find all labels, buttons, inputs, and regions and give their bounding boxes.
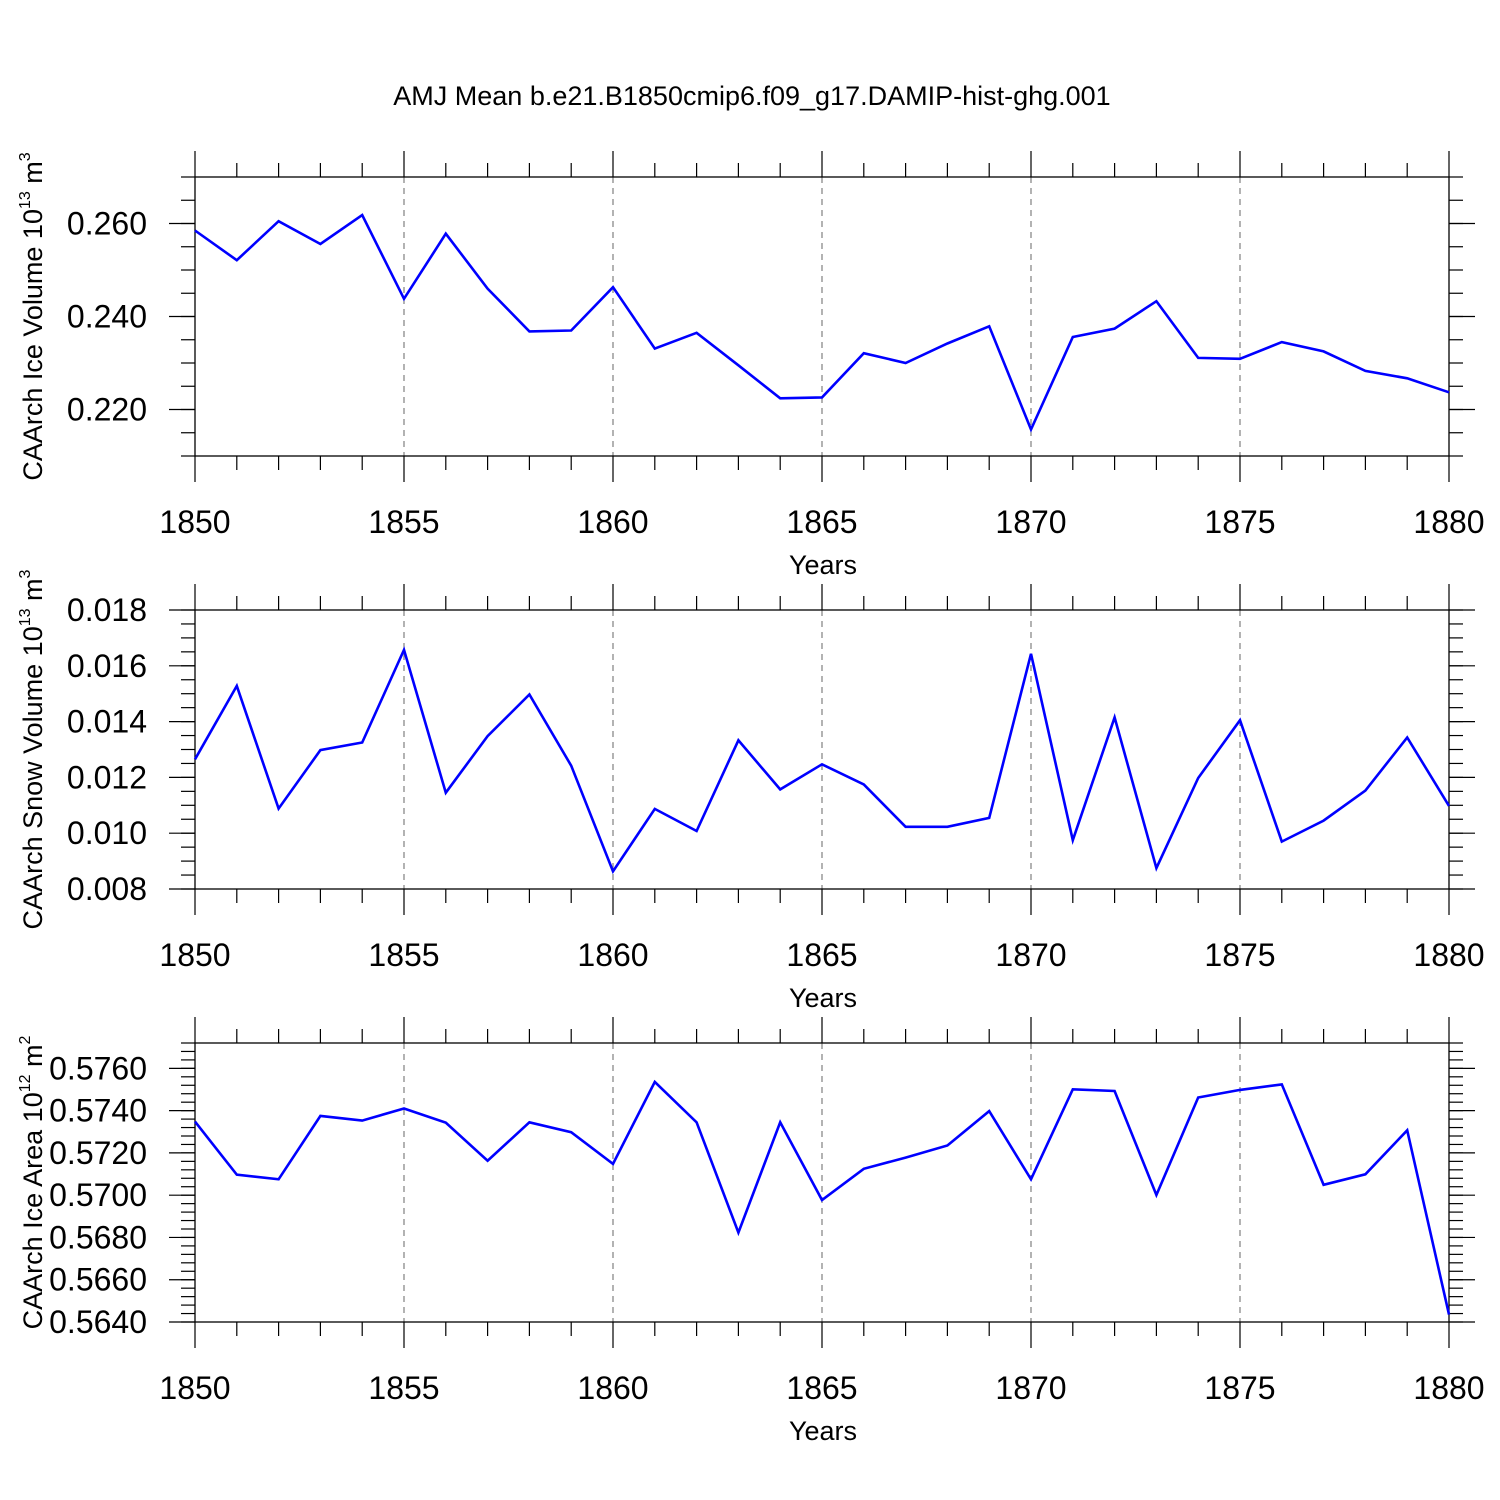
x-tick-label: 1860	[577, 504, 648, 540]
x-tick-label: 1855	[368, 937, 439, 973]
y-tick-label: 0.016	[67, 648, 147, 684]
y-tick-label: 0.008	[67, 871, 147, 907]
series-line	[193, 1079, 1451, 1315]
y-tick-label: 0.014	[67, 704, 147, 740]
y-tick-label: 0.012	[67, 759, 147, 795]
x-tick-label: 1875	[1204, 1370, 1275, 1406]
x-tick-label: 1880	[1413, 1370, 1484, 1406]
y-tick-label: 0.010	[67, 815, 147, 851]
x-tick-label: 1850	[159, 504, 230, 540]
x-tick-label: 1855	[368, 504, 439, 540]
x-tick-label: 1870	[995, 1370, 1066, 1406]
y-tick-label: 0.240	[67, 299, 147, 335]
x-tick-label: 1850	[159, 1370, 230, 1406]
y-tick-label: 0.5640	[49, 1304, 147, 1340]
x-tick-label: 1860	[577, 937, 648, 973]
x-tick-label: 1855	[368, 1370, 439, 1406]
y-axis-label: CAArch Snow Volume 1013 m3	[17, 569, 48, 929]
y-tick-label: 0.220	[67, 392, 147, 428]
y-tick-label: 0.5740	[49, 1093, 147, 1129]
y-tick-label: 0.5680	[49, 1219, 147, 1255]
x-tick-label: 1880	[1413, 937, 1484, 973]
y-tick-label: 0.5760	[49, 1050, 147, 1086]
series-line	[193, 646, 1451, 875]
y-tick-label: 0.018	[67, 592, 147, 628]
y-tick-label: 0.5660	[49, 1262, 147, 1298]
x-tick-label: 1865	[786, 937, 857, 973]
x-tick-label: 1850	[159, 937, 230, 973]
y-tick-label: 0.5720	[49, 1135, 147, 1171]
x-axis-label: Years	[789, 550, 857, 580]
x-tick-label: 1865	[786, 504, 857, 540]
x-tick-label: 1875	[1204, 504, 1275, 540]
x-tick-label: 1880	[1413, 504, 1484, 540]
y-axis-label: CAArch Ice Area 1012 m2	[17, 1035, 48, 1329]
panel-ice-area: 1850 1855 1860 1865 1870 1875 1880 0.5640 0.5660…	[17, 1017, 1485, 1446]
panel-ice-volume: 1850 1855 1860 1865 1870 1875 1880 0.220 0.240 0.…	[17, 151, 1485, 580]
x-tick-label: 1875	[1204, 937, 1275, 973]
x-tick-label: 1870	[995, 937, 1066, 973]
y-tick-label: 0.5700	[49, 1177, 147, 1213]
y-tick-label: 0.260	[67, 206, 147, 242]
x-tick-label: 1870	[995, 504, 1066, 540]
panel-snow-volume: 1850 1855 1860 1865 1870 1875 1880 0.008 0.010 0.…	[17, 569, 1485, 1013]
x-tick-label: 1865	[786, 1370, 857, 1406]
series-line	[194, 213, 1450, 433]
x-axis-label: Years	[789, 1416, 857, 1446]
x-tick-label: 1860	[577, 1370, 648, 1406]
x-axis-label: Years	[789, 983, 857, 1013]
figure-title: AMJ Mean b.e21.B1850cmip6.f09_g17.DAMIP-…	[393, 81, 1110, 111]
y-axis-label: CAArch Ice Volume 1013 m3	[17, 152, 48, 480]
